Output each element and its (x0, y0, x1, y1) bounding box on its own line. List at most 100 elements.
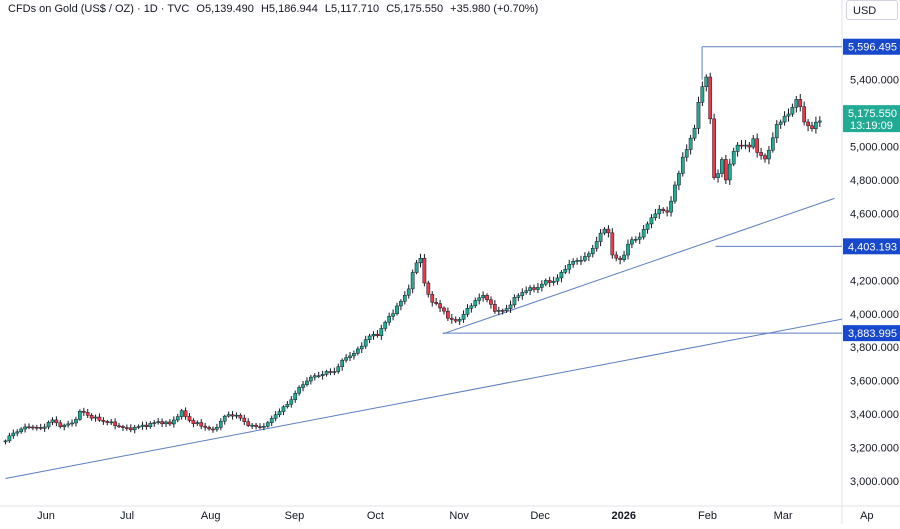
candle-body (395, 305, 399, 315)
candle-body (520, 292, 525, 296)
price-tag-label: 5,596.495 (848, 42, 897, 54)
candle-body (684, 149, 689, 158)
y-tick-label: 3,600.000 (850, 376, 899, 388)
currency-button[interactable]: USD (846, 0, 898, 20)
ohlc-close: C5,175.550 (386, 3, 444, 15)
candle-body (246, 421, 251, 426)
y-tick-label: 5,000.000 (850, 142, 899, 154)
candle-body (770, 137, 775, 151)
candle-body (402, 294, 407, 302)
candle-body (230, 414, 235, 417)
candle-body (653, 213, 658, 218)
trendline (5, 318, 842, 479)
x-tick-label: Dec (530, 510, 550, 522)
candle-body (324, 371, 329, 375)
candle-body (309, 376, 313, 382)
candle-body (555, 277, 560, 282)
candle-body (195, 422, 200, 424)
candle-body (348, 355, 352, 358)
candle-body (571, 261, 576, 265)
candle-body (594, 241, 599, 249)
candle-body (673, 184, 677, 202)
price-tag-bg (843, 325, 900, 342)
candle-body (132, 427, 137, 431)
candle-body (481, 295, 485, 299)
candle-body (109, 421, 114, 424)
candle-body (782, 115, 787, 123)
candle-body (414, 262, 419, 273)
candle-body (794, 99, 799, 108)
last-price-label: 5,175.550 (848, 108, 897, 120)
candle-body (375, 333, 380, 336)
x-tick-label: Feb (698, 510, 717, 522)
price-tag-label: 3,883.995 (848, 328, 897, 340)
candle-body (136, 426, 141, 428)
candle-body (735, 144, 740, 152)
candle-body (438, 303, 442, 309)
x-tick-label: Sep (285, 510, 305, 522)
candle-body (297, 387, 301, 394)
last-price-tag (843, 105, 900, 133)
candle-body (58, 422, 63, 428)
candle-body (66, 423, 70, 426)
candle-body (42, 426, 47, 429)
candle-body (7, 435, 12, 442)
candle-body (93, 416, 98, 419)
x-tick-label: Aug (201, 510, 221, 522)
candle-body (641, 229, 646, 238)
candle-body (739, 144, 744, 147)
candle-body (508, 304, 513, 309)
candle-body (183, 410, 188, 417)
candle-body (250, 424, 254, 427)
candle-body (763, 155, 767, 160)
candle-body (171, 419, 176, 425)
candle-body (810, 125, 814, 129)
candle-body (516, 295, 521, 298)
candle-body (665, 210, 669, 213)
candle-body (700, 86, 705, 103)
price-tag-bg (843, 38, 900, 55)
candle-body (144, 424, 149, 427)
candle-body (751, 138, 756, 148)
candle-body (720, 159, 724, 174)
candle-body (422, 257, 427, 284)
candle-body (614, 254, 619, 259)
candle-body (211, 428, 215, 431)
candle-body (85, 412, 90, 416)
candle-body (606, 228, 611, 234)
ohlc-change: +35.980 (+0.70%) (450, 3, 539, 15)
candle-body (277, 411, 282, 415)
candle-body (504, 308, 509, 311)
x-tick-label: Nov (449, 510, 469, 522)
candle-body (140, 424, 145, 427)
candle-body (418, 257, 423, 264)
candle-body (688, 137, 693, 150)
candle-body (70, 422, 74, 425)
x-tick-label: Mar (774, 510, 793, 522)
candle-body (778, 121, 783, 125)
y-tick-label: 3,800.000 (850, 342, 899, 354)
candle-body (363, 339, 368, 347)
candle-body (633, 238, 638, 241)
candle-body (328, 371, 333, 373)
candle-body (203, 425, 208, 428)
candle-body (512, 297, 517, 306)
candle-body (101, 420, 106, 422)
y-tick-label: 4,000.000 (850, 309, 899, 321)
candle-body (774, 124, 779, 139)
candle-body (399, 301, 403, 307)
candle-body (254, 424, 258, 427)
candle-body (453, 319, 458, 322)
candle-body (242, 417, 247, 422)
candle-body (160, 421, 164, 425)
candle-body (496, 310, 501, 312)
candle-body (449, 317, 454, 320)
candle-body (489, 299, 493, 305)
candle-body (258, 426, 262, 428)
candle-body (532, 287, 536, 290)
candle-body (465, 308, 470, 315)
candle-body (473, 300, 478, 307)
candle-body (434, 302, 438, 304)
